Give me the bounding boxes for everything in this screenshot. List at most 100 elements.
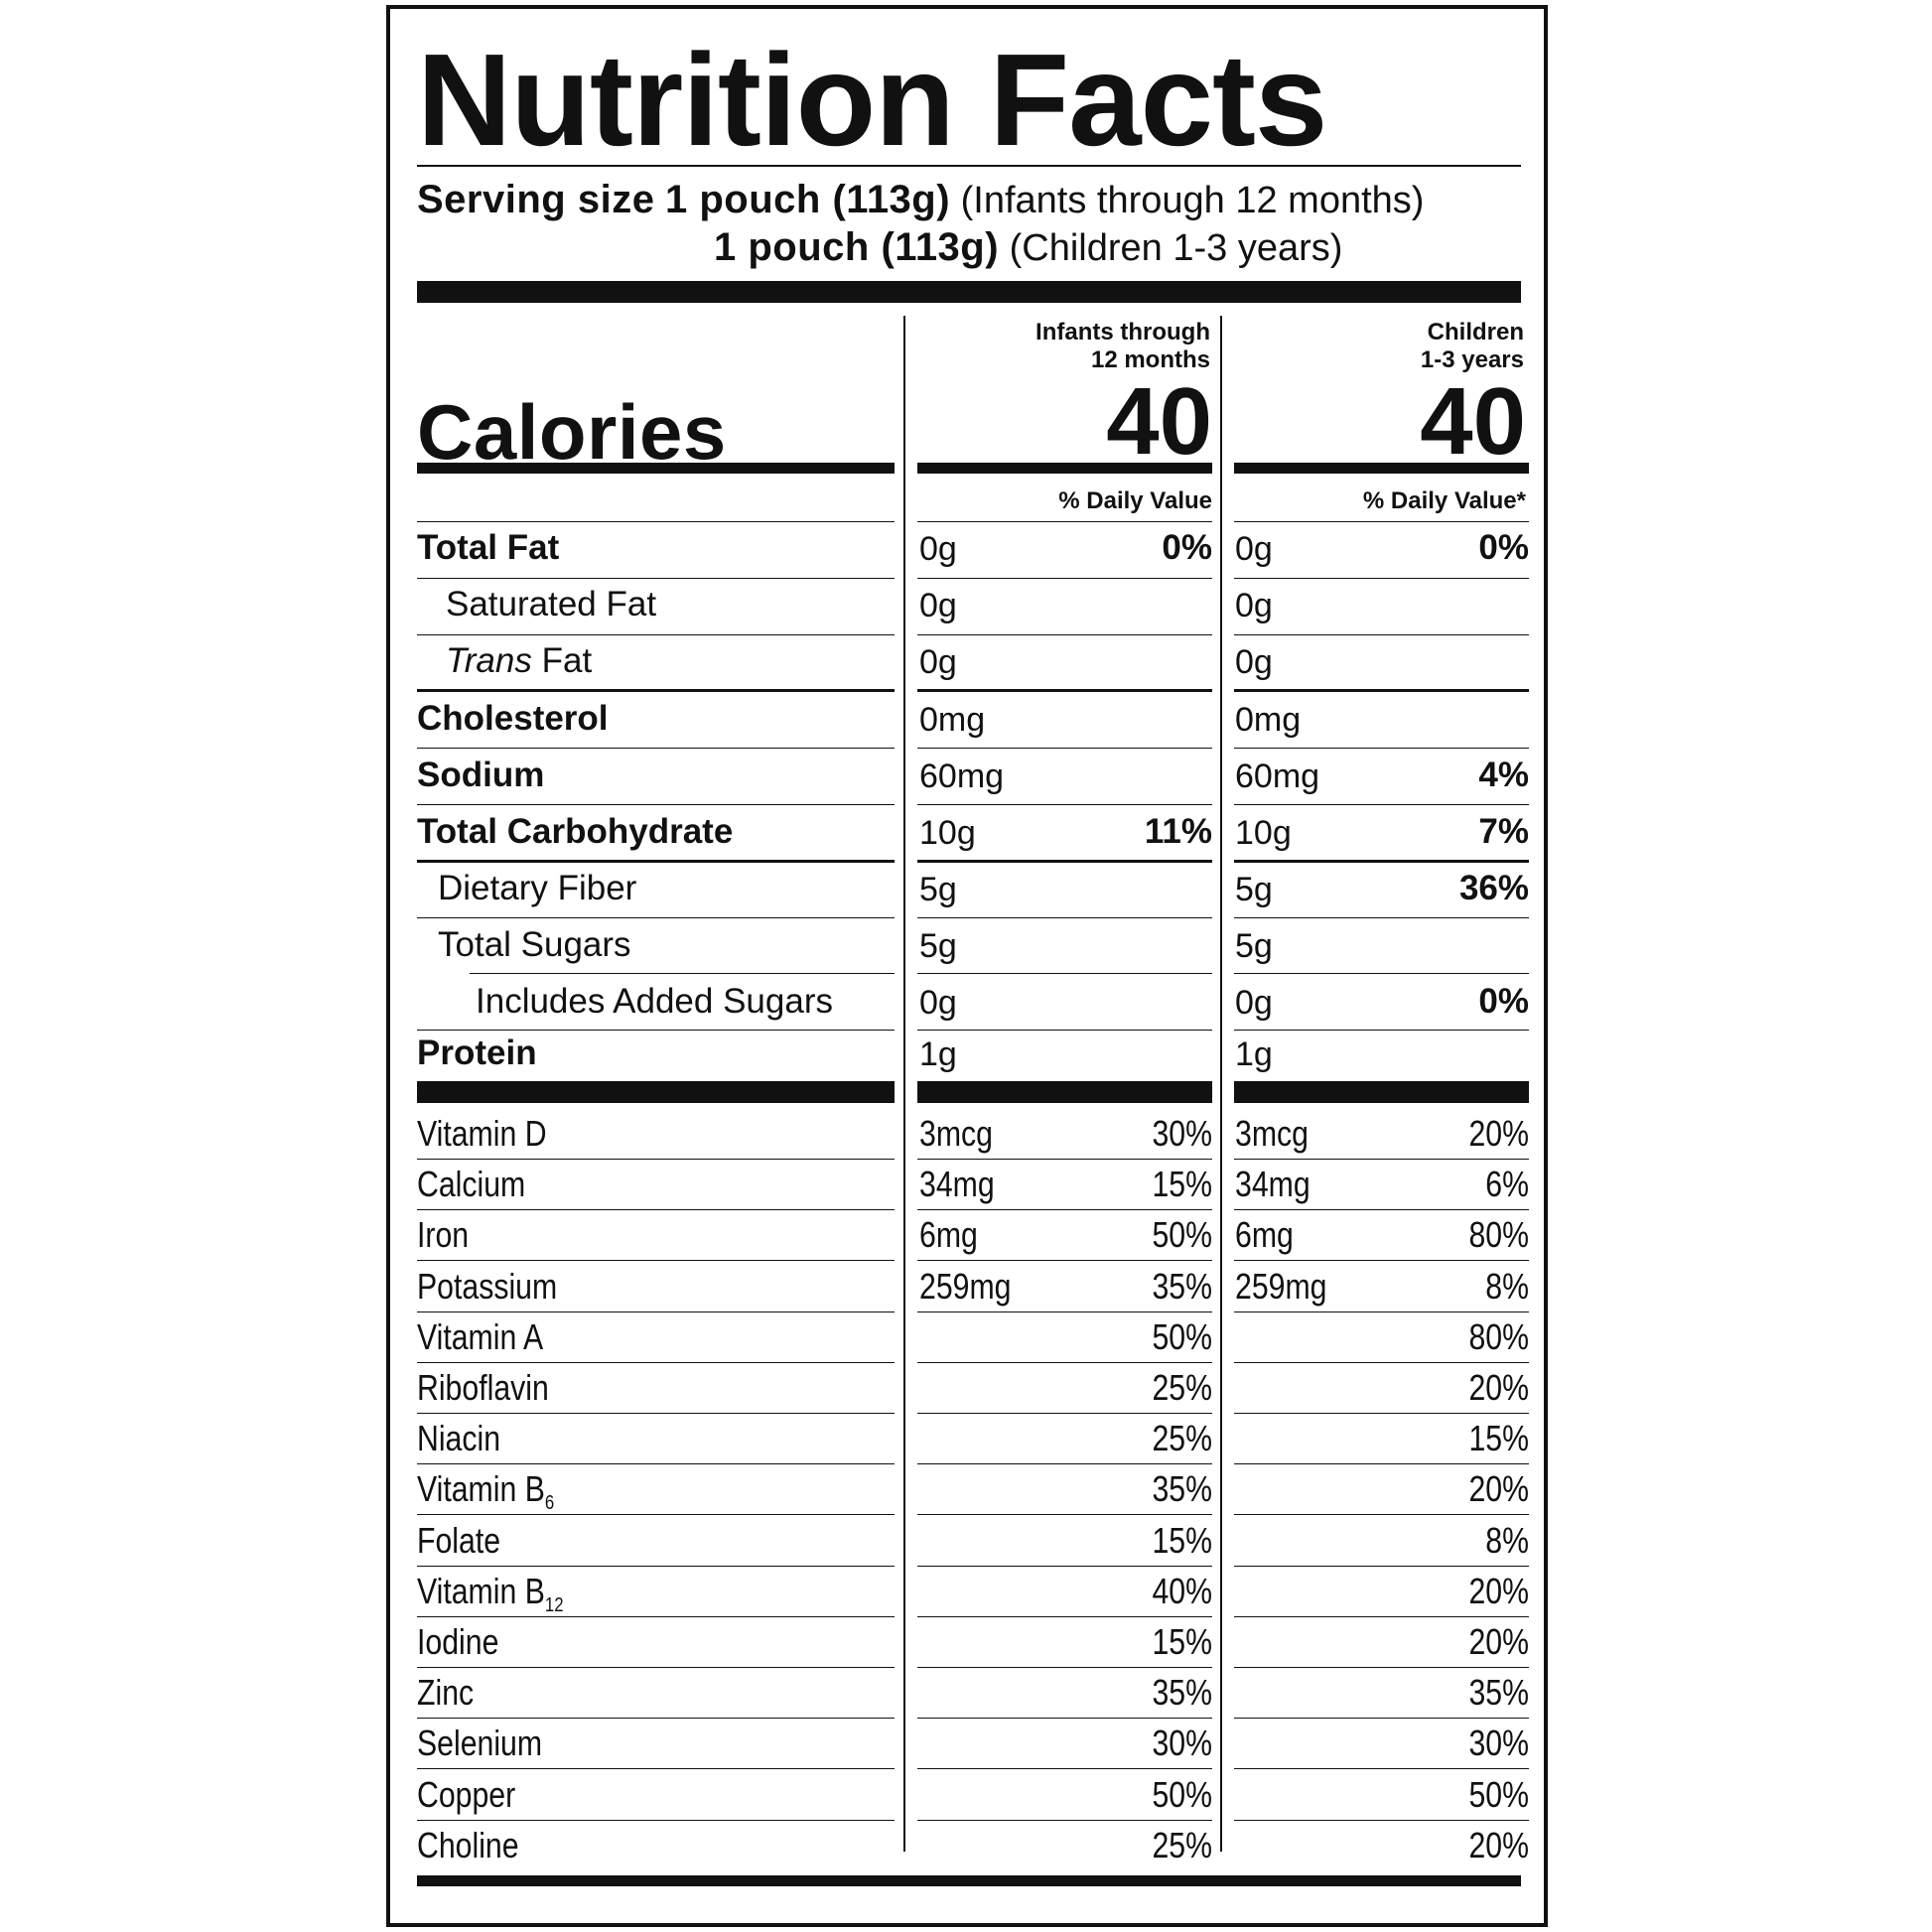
total-fat-child-amount: 0g: [1235, 530, 1273, 568]
trans-fat-italic: Trans: [446, 641, 532, 680]
vitamin-row-line: [1234, 1260, 1529, 1262]
calories-bar-1: [417, 463, 895, 474]
vitamins-bar-2: [917, 1081, 1212, 1103]
vitamin-row-line: [417, 1361, 895, 1363]
vitamin-child-pct: 30%: [1468, 1723, 1529, 1764]
vitamin-row-line: [417, 1514, 895, 1516]
child-head-line-1: Children: [1427, 319, 1524, 345]
vitamin-infant-pct: 30%: [1152, 1113, 1212, 1154]
fiber-infant-amount: 5g: [919, 871, 957, 908]
vitamin-label: Copper: [417, 1773, 516, 1815]
total-fat-label: Total Fat: [417, 528, 560, 567]
vitamin-label: Iodine: [417, 1621, 499, 1662]
vitamin-row-line: [917, 1413, 1212, 1414]
child-daily-value-head: % Daily Value*: [1362, 487, 1526, 514]
vitamin-row-line: [417, 1615, 895, 1617]
vitamin-row-line: [1234, 1615, 1529, 1617]
added-sugars-infant-amount: 0g: [919, 984, 957, 1022]
vitamin-label: Vitamin A: [417, 1315, 544, 1357]
column-divider-1: [903, 316, 905, 1852]
serving-infant-amount: 1 pouch (113g): [665, 178, 951, 221]
vitamin-row-line: [917, 1615, 1212, 1617]
serving-child-amount: 1 pouch (113g): [714, 225, 1000, 269]
vitamin-row-line: [917, 1667, 1212, 1668]
vitamin-child-pct: 20%: [1468, 1824, 1529, 1865]
vitamin-child-amount: 259mg: [1235, 1265, 1327, 1307]
vitamin-infant-pct: 35%: [1152, 1265, 1212, 1307]
vitamin-row-line: [1234, 1159, 1529, 1160]
vitamin-infant-pct: 35%: [1152, 1468, 1212, 1510]
vitamin-child-pct: 20%: [1468, 1468, 1529, 1510]
vitamin-child-pct: 6%: [1485, 1164, 1529, 1205]
carbohydrate-infant-amount: 10g: [919, 814, 976, 852]
total-sugars-label: Total Sugars: [438, 925, 631, 964]
trans-fat-label: Trans Fat: [446, 641, 592, 681]
vitamin-infant-pct: 30%: [1152, 1723, 1212, 1764]
cholesterol-child-amount: 0mg: [1235, 701, 1302, 739]
row-line: [917, 521, 1212, 522]
vitamin-infant-pct: 50%: [1152, 1214, 1212, 1256]
child-column-head: Children 1-3 years: [1230, 319, 1524, 374]
protein-child-amount: 1g: [1235, 1035, 1273, 1073]
carbohydrate-child-pct: 7%: [1478, 812, 1529, 851]
vitamin-infant-pct: 25%: [1152, 1824, 1212, 1865]
added-sugars-child-pct: 0%: [1478, 982, 1529, 1021]
vitamin-row-line: [417, 1159, 895, 1160]
label-title: Nutrition Facts: [417, 27, 1327, 173]
vitamin-row-line: [417, 1209, 895, 1211]
serving-size-child: 1 pouch (113g) (Children 1-3 years): [714, 225, 1342, 270]
vitamin-infant-pct: 15%: [1152, 1164, 1212, 1205]
vitamin-row-line: [1234, 1463, 1529, 1465]
vitamin-child-pct: 35%: [1468, 1672, 1529, 1714]
vitamin-child-pct: 20%: [1468, 1367, 1529, 1408]
carbohydrate-infant-pct: 11%: [1144, 812, 1212, 851]
serving-child-group: (Children 1-3 years): [1009, 227, 1343, 269]
vitamins-section: Vitamin D 3mcg 30% 3mcg 20% Calcium 34mg 15% 34m…: [390, 9, 1544, 1923]
vitamin-row-line: [917, 1768, 1212, 1770]
vitamin-row-line: [417, 1565, 895, 1567]
vitamin-row-line: [417, 1260, 895, 1262]
vitamin-infant-pct: 15%: [1152, 1519, 1212, 1561]
vitamin-child-pct: 80%: [1468, 1214, 1529, 1256]
vitamin-label: Vitamin B12: [417, 1570, 564, 1616]
vitamin-label: Vitamin B6: [417, 1468, 555, 1515]
vitamin-row-line: [417, 1718, 895, 1720]
row-line: [417, 521, 895, 522]
vitamin-child-pct: 20%: [1468, 1570, 1529, 1611]
serving-infant-group: (Infants through 12 months): [960, 180, 1425, 221]
vitamin-row-line: [417, 1768, 895, 1770]
vitamin-label: Iron: [417, 1214, 470, 1256]
vitamin-child-pct: 80%: [1468, 1315, 1529, 1357]
infant-column-head: Infants through 12 months: [914, 319, 1210, 374]
cholesterol-label: Cholesterol: [417, 699, 609, 738]
trans-fat-child-amount: 0g: [1235, 643, 1273, 681]
vitamins-bar-1: [417, 1081, 895, 1103]
cholesterol-infant-amount: 0mg: [919, 701, 986, 739]
vitamin-row-line: [917, 1514, 1212, 1516]
vitamin-label: Folate: [417, 1519, 501, 1561]
vitamin-child-amount: 34mg: [1235, 1164, 1311, 1205]
vitamin-row-line: [1234, 1718, 1529, 1720]
sodium-label: Sodium: [417, 756, 545, 794]
calories-child-value: 40: [1420, 368, 1526, 475]
vitamin-child-pct: 8%: [1485, 1265, 1529, 1307]
total-fat-infant-amount: 0g: [919, 530, 957, 568]
child-head-line-2: 1-3 years: [1420, 346, 1524, 373]
vitamin-infant-pct: 40%: [1152, 1570, 1212, 1611]
vitamin-infant-pct: 25%: [1152, 1367, 1212, 1408]
vitamin-infant-amount: 3mcg: [919, 1113, 993, 1154]
vitamin-row-line: [1234, 1361, 1529, 1363]
vitamin-row-line: [417, 1311, 895, 1312]
vitamin-label: Niacin: [417, 1418, 501, 1459]
vitamin-row-line: [1234, 1311, 1529, 1312]
infant-head-line-2: 12 months: [1090, 346, 1210, 373]
total-fat-child-pct: 0%: [1478, 528, 1529, 567]
nutrition-facts-label: Nutrition Facts Serving size 1 pouch (11…: [386, 5, 1548, 1927]
vitamin-label: Selenium: [417, 1723, 543, 1764]
row-line: [1234, 521, 1529, 522]
vitamin-infant-amount: 259mg: [919, 1265, 1012, 1307]
bottom-bar: [417, 1875, 1521, 1886]
dietary-fiber-label: Dietary Fiber: [438, 869, 637, 907]
vitamin-row-line: [917, 1209, 1212, 1211]
vitamin-child-pct: 8%: [1485, 1519, 1529, 1561]
